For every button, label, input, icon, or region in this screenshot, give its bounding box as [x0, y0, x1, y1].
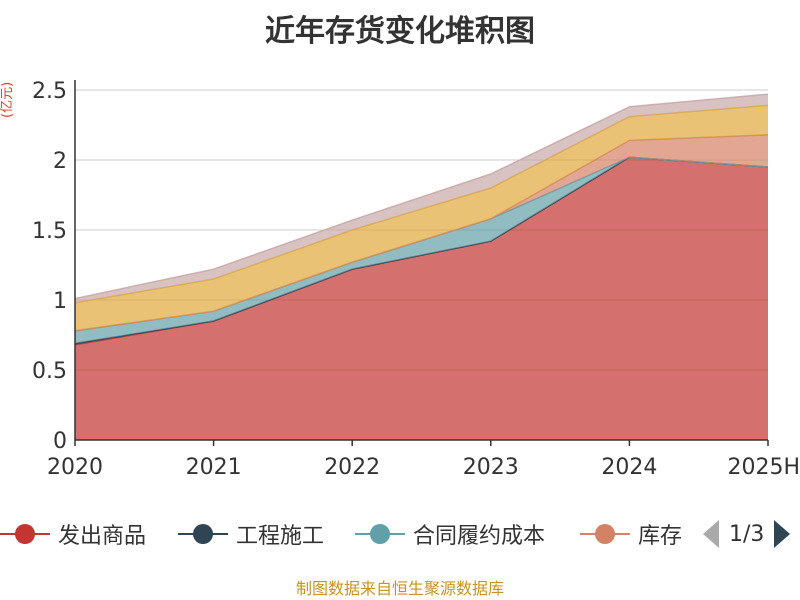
pager-next-icon[interactable]: [774, 520, 791, 548]
x-tick-label: 2022: [324, 455, 380, 480]
legend-marker-icon: [580, 514, 630, 554]
legend-item-fachu[interactable]: 发出商品: [0, 514, 146, 554]
legend-item-kucun[interactable]: 库存: [580, 514, 682, 554]
y-tick-label: 2.5: [32, 79, 67, 104]
x-tick-label: 2024: [601, 455, 657, 480]
y-tick-label: 2: [53, 149, 67, 174]
pager-prev-icon[interactable]: [703, 520, 719, 548]
legend-item-gongcheng[interactable]: 工程施工: [178, 514, 324, 554]
area-series-3: [75, 134, 768, 331]
y-tick-label: 1.5: [32, 219, 67, 244]
legend-label: 库存: [638, 524, 683, 549]
area-series-2: [75, 157, 768, 344]
legend-pager: 1/3: [703, 514, 791, 554]
legend: 发出商品 工程施工 合同履约成本 库存 1/3: [0, 514, 800, 554]
legend-label: 发出商品: [58, 524, 147, 549]
x-tick-label: 2021: [186, 455, 242, 480]
y-tick-label: 0: [53, 429, 67, 454]
legend-label: 合同履约成本: [413, 524, 546, 549]
legend-marker-icon: [178, 514, 228, 554]
legend-marker-icon: [0, 514, 50, 554]
area-series-0: [75, 157, 768, 440]
area-series-5: [75, 94, 768, 303]
y-tick-label: 1: [53, 289, 67, 314]
pager-text: 1/3: [729, 521, 765, 547]
x-tick-label: 2020: [47, 455, 103, 480]
x-tick-label: 2023: [463, 455, 519, 480]
chart-title: 近年存货变化堆积图: [265, 14, 535, 49]
y-tick-label: 0.5: [32, 359, 67, 384]
line-series-5: [74, 93, 769, 300]
legend-item-hetong[interactable]: 合同履约成本: [355, 514, 545, 554]
legend-marker-icon: [355, 514, 405, 554]
source-note: 制图数据来自恒生聚源数据库: [295, 579, 504, 598]
area-series-4: [75, 105, 768, 331]
x-tick-label: 2025H: [727, 455, 800, 480]
legend-label: 工程施工: [236, 524, 325, 549]
